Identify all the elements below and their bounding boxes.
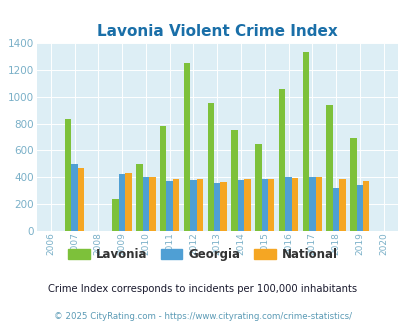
Bar [261,179,267,231]
Bar [315,177,321,231]
Bar [285,177,291,231]
Bar [278,88,285,231]
Bar [254,144,261,231]
Bar [220,182,226,231]
Bar [173,179,179,231]
Bar [149,177,155,231]
Bar [136,164,142,231]
Bar [326,105,332,231]
Bar [190,180,196,231]
Bar [71,164,78,231]
Bar [267,179,274,231]
Bar [302,52,308,231]
Bar [243,179,250,231]
Bar [65,119,71,231]
Bar [78,168,84,231]
Text: Crime Index corresponds to incidents per 100,000 inhabitants: Crime Index corresponds to incidents per… [48,284,357,294]
Bar [308,177,315,231]
Bar [160,126,166,231]
Text: © 2025 CityRating.com - https://www.cityrating.com/crime-statistics/: © 2025 CityRating.com - https://www.city… [54,313,351,321]
Bar [142,177,149,231]
Bar [207,103,213,231]
Title: Lavonia Violent Crime Index: Lavonia Violent Crime Index [97,24,337,39]
Bar [196,179,202,231]
Bar [339,179,345,231]
Bar [213,182,220,231]
Bar [112,199,119,231]
Bar [362,181,369,231]
Bar [237,180,243,231]
Bar [166,181,173,231]
Bar [291,178,297,231]
Legend: Lavonia, Georgia, National: Lavonia, Georgia, National [64,244,341,266]
Bar [183,63,190,231]
Bar [332,188,339,231]
Bar [125,173,132,231]
Bar [231,130,237,231]
Bar [356,185,362,231]
Bar [350,138,356,231]
Bar [119,174,125,231]
